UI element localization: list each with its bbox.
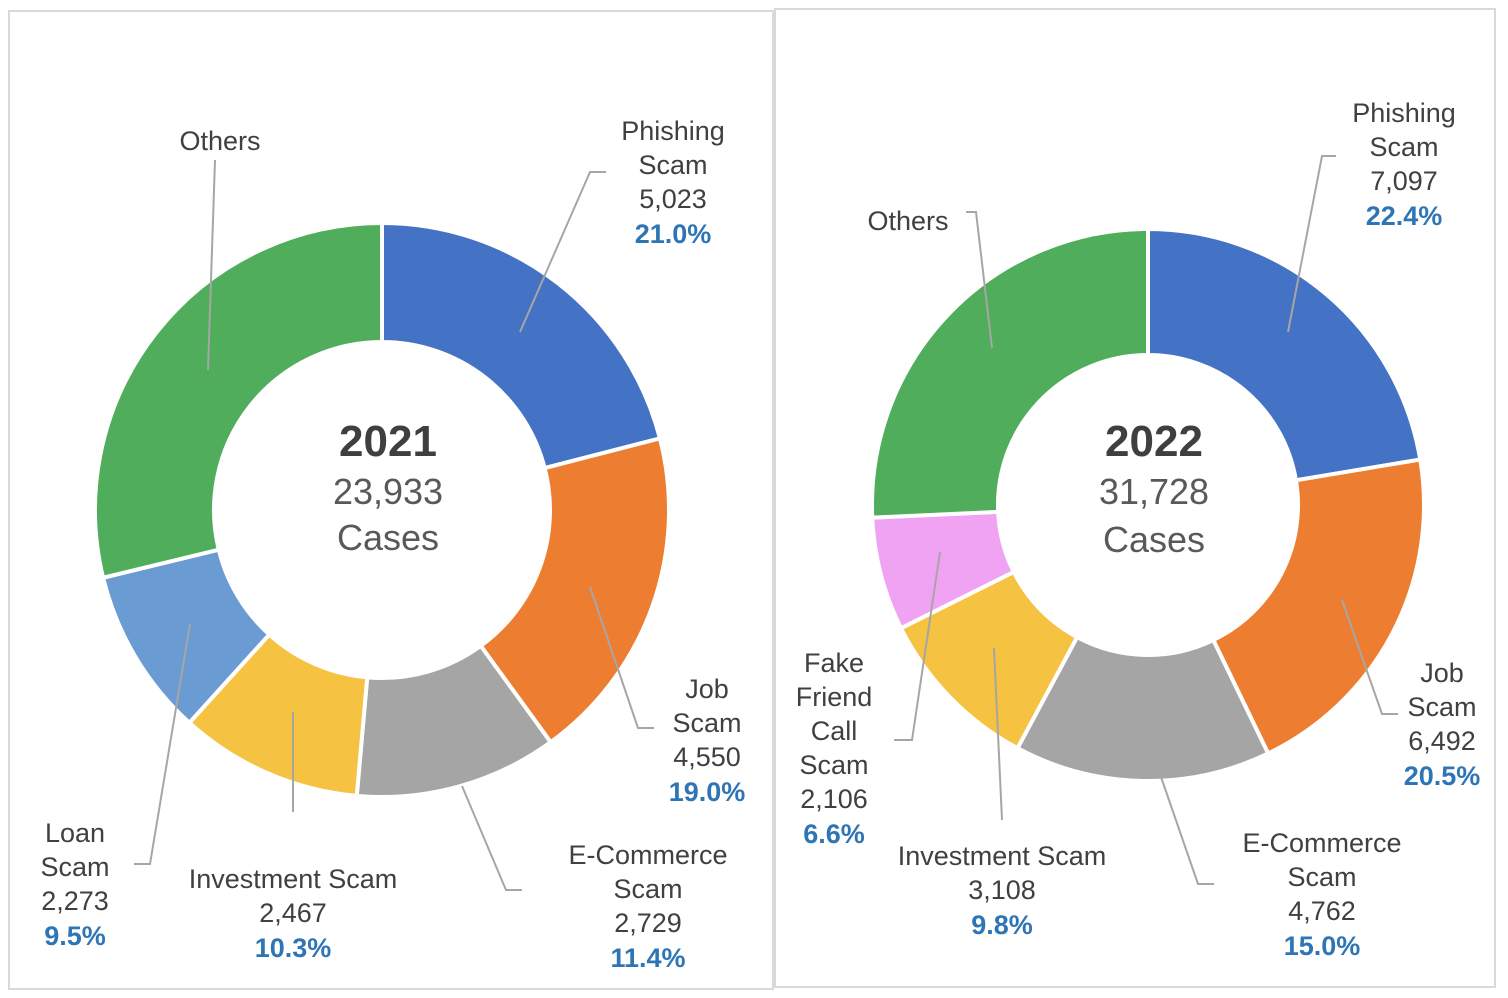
percent-investment-scam: 9.8% bbox=[971, 910, 1033, 940]
slice-others bbox=[870, 226, 1150, 520]
label-phishing-scam: Phishing Scam 7,097 22.4% bbox=[1352, 98, 1456, 231]
percent-fake-friend-call-scam: 6.6% bbox=[803, 819, 865, 849]
slice-e-commerce-scam bbox=[1014, 634, 1271, 783]
label-e-commerce-scam: E-Commerce Scam 4,762 15.0% bbox=[1242, 828, 1401, 961]
leader-line-phishing-scam bbox=[519, 171, 606, 333]
center-year: 2022 bbox=[1105, 417, 1203, 466]
center-unit: Cases bbox=[1103, 519, 1205, 560]
center-unit: Cases bbox=[337, 517, 439, 558]
center-year: 2021 bbox=[339, 417, 437, 466]
center-total: 23,933 bbox=[333, 471, 443, 512]
percent-loan-scam: 9.5% bbox=[44, 921, 106, 951]
value-job-scam: 6,492 bbox=[1408, 726, 1476, 756]
value-investment-scam: 3,108 bbox=[968, 875, 1036, 905]
slice-phishing-scam bbox=[380, 220, 663, 471]
value-investment-scam: 2,467 bbox=[259, 898, 327, 928]
donut-chart-2022: Phishing Scam 7,097 22.4%Job Scam 6,492 20.5%E… bbox=[796, 98, 1481, 961]
label-loan-scam: Loan Scam 2,273 9.5% bbox=[40, 818, 109, 951]
label-job-scam: Job Scam 6,492 20.5% bbox=[1404, 658, 1481, 791]
percent-job-scam: 20.5% bbox=[1404, 761, 1481, 791]
label-investment-scam: Investment Scam 2,467 10.3% bbox=[189, 864, 398, 963]
leader-line-e-commerce-scam bbox=[461, 785, 522, 891]
value-phishing-scam: 7,097 bbox=[1370, 166, 1438, 196]
percent-investment-scam: 10.3% bbox=[255, 933, 332, 963]
value-job-scam: 4,550 bbox=[673, 742, 741, 772]
percent-phishing-scam: 22.4% bbox=[1366, 201, 1443, 231]
percent-e-commerce-scam: 11.4% bbox=[610, 943, 685, 973]
label-others: Others bbox=[867, 206, 948, 236]
label-phishing-scam: Phishing Scam 5,023 21.0% bbox=[621, 116, 725, 249]
slice-job-scam bbox=[477, 435, 671, 745]
percent-phishing-scam: 21.0% bbox=[635, 219, 712, 249]
chart-panel-2022: Phishing Scam 7,097 22.4% Job Scam 6,492 20.5% E… bbox=[774, 8, 1496, 988]
value-e-commerce-scam: 2,729 bbox=[614, 908, 682, 938]
leader-line-loan-scam bbox=[134, 623, 191, 865]
value-e-commerce-scam: 4,762 bbox=[1288, 896, 1356, 926]
leader-line-job-scam bbox=[1341, 599, 1398, 715]
label-investment-scam: Investment Scam 3,108 9.8% bbox=[898, 841, 1107, 940]
slice-job-scam bbox=[1210, 457, 1426, 757]
donut-chart-2021: Phishing Scam 5,023 21.0%Job Scam 4,550 19.0%E… bbox=[40, 116, 746, 973]
label-others: Others bbox=[179, 126, 260, 156]
slice-phishing-scam bbox=[1146, 226, 1423, 483]
label-job-scam: Job Scam 4,550 19.0% bbox=[669, 674, 746, 807]
leader-line-investment-scam bbox=[993, 647, 1003, 821]
center-total: 31,728 bbox=[1099, 471, 1209, 512]
leader-line-others bbox=[966, 211, 993, 349]
label-fake-friend-call-scam: Fake Friend Call Scam 2,106 6.6% bbox=[796, 648, 873, 849]
value-fake-friend-call-scam: 2,106 bbox=[800, 784, 868, 814]
leader-line-phishing-scam bbox=[1287, 155, 1336, 333]
slice-others bbox=[93, 220, 384, 581]
percent-e-commerce-scam: 15.0% bbox=[1284, 931, 1361, 961]
label-e-commerce-scam: E-Commerce Scam 2,729 11.4% bbox=[568, 840, 727, 973]
leader-line-others bbox=[207, 159, 216, 371]
leader-line-job-scam bbox=[589, 586, 654, 729]
leader-line-fake-friend-call-scam bbox=[894, 551, 941, 741]
percent-job-scam: 19.0% bbox=[669, 777, 746, 807]
value-loan-scam: 2,273 bbox=[41, 886, 109, 916]
chart-panel-2021: Phishing Scam 5,023 21.0% Job Scam 4,550 19.0% E… bbox=[8, 10, 774, 990]
leader-line-e-commerce-scam bbox=[1159, 773, 1214, 885]
value-phishing-scam: 5,023 bbox=[639, 184, 707, 214]
